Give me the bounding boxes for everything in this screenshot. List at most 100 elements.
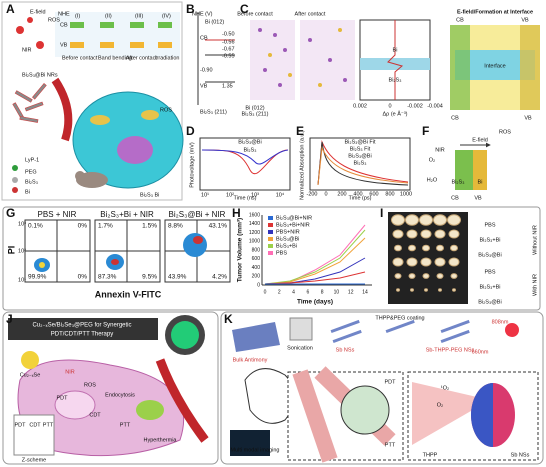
frame-k	[220, 311, 544, 465]
text-label: VB	[474, 195, 482, 201]
axis-title: Tumor Volume (mm³)	[237, 218, 244, 282]
panel-letter: B	[186, 2, 195, 16]
text-label: O₂	[437, 402, 443, 408]
text-label: Bi₂S₃ Bi	[140, 192, 159, 198]
text-label: PEG	[25, 169, 37, 175]
frame-j	[2, 311, 219, 465]
text-label: VB	[60, 42, 68, 48]
tumor	[422, 244, 430, 252]
tumor	[420, 229, 432, 239]
text-label: After contact	[295, 11, 326, 17]
text-label: Bulk Antimony	[233, 357, 268, 363]
text-label: CB	[200, 35, 208, 41]
y-tick-label: 1400	[249, 221, 260, 227]
legend-swatch	[268, 216, 273, 220]
text-label: NIR	[435, 147, 445, 153]
panel-letter: F	[422, 124, 429, 138]
text-label: 660nm	[472, 349, 489, 355]
tumor	[436, 244, 444, 252]
text-label: E-field	[30, 9, 46, 15]
text-label: ¹O₂	[441, 385, 449, 391]
quadrant-percent: 0%	[78, 223, 88, 230]
tumor	[394, 244, 402, 252]
text-label: Bi	[393, 47, 398, 53]
text-label: Bi₂S₃ (211)	[200, 109, 227, 115]
text-label: Irradiation	[155, 55, 179, 61]
text-label: Bi₂S₃+Bi	[479, 284, 500, 290]
tumor	[450, 273, 458, 279]
text-label: Bi (012)	[245, 105, 264, 111]
text-label: CDT	[29, 422, 41, 428]
text-label: CB	[451, 195, 459, 201]
x-tick-label: 2	[278, 289, 281, 295]
text-label: VB	[200, 83, 208, 89]
text-label: 10²	[18, 248, 26, 254]
text-label: NIR	[65, 369, 75, 375]
text-label: Annexin V-FITC	[95, 289, 162, 299]
text-label: -0.50	[222, 31, 235, 37]
y-tick-label: 400	[252, 265, 261, 271]
tumor	[422, 273, 430, 279]
quadrant-percent: 0%	[78, 274, 88, 281]
text-label: Bi₂S₃@Bi	[348, 153, 371, 159]
text-label: Band bending	[98, 55, 132, 61]
text-label: 1000	[400, 191, 412, 197]
text-label: -0.004	[427, 103, 443, 109]
text-label: PTT	[120, 422, 131, 428]
tumor	[436, 273, 444, 279]
legend-swatch	[268, 230, 273, 234]
tumor	[405, 214, 419, 226]
quadrant-percent: 43.9%	[168, 274, 187, 281]
y-tick-label: 0	[257, 282, 260, 288]
text-label: 10³	[251, 192, 259, 198]
text-label: After contact	[126, 55, 157, 61]
text-label: Multi modal imaging	[231, 447, 280, 453]
text-label: (IV)	[162, 13, 171, 19]
text-label: Time (ps)	[348, 195, 371, 201]
tumor	[396, 288, 400, 292]
text-label: 600	[369, 191, 378, 197]
text-label: -0.55	[222, 53, 235, 59]
y-tick-label: 1000	[249, 239, 260, 245]
x-tick-label: 0	[264, 289, 267, 295]
text-label: Bi₂S₃+Bi + NIR	[100, 210, 154, 219]
y-tick-label: 600	[252, 256, 261, 262]
x-tick-label: 12	[348, 289, 354, 295]
text-label: (I)	[75, 13, 80, 19]
text-label: -0.67	[222, 46, 235, 52]
text-label: Before contact	[237, 11, 273, 17]
legend-entry: Bi₂S₃+Bi+NIR	[276, 222, 310, 228]
text-label: Cu₂₋ₓSe/Bi₂Se₃@PEG for Synergetic	[32, 323, 131, 329]
text-label: 400	[353, 191, 362, 197]
frame-a	[1, 1, 183, 201]
tumor	[434, 257, 446, 267]
text-label: CB	[451, 115, 459, 121]
x-tick-label: 10	[334, 289, 340, 295]
quadrant-percent: 8.8%	[168, 223, 183, 230]
y-tick-label: 200	[252, 274, 261, 280]
text-label: CDT	[89, 412, 101, 418]
text-label: 10³	[18, 221, 26, 227]
text-label: Time (ns)	[233, 195, 256, 201]
text-label: -0.56	[222, 39, 235, 45]
text-label: ROS	[499, 129, 511, 135]
text-label: VB	[524, 115, 532, 121]
text-label: Sb-THPP-PEG NSs	[426, 347, 475, 353]
tumor	[424, 288, 428, 292]
text-label: Interface	[484, 63, 505, 69]
panel-i-art	[388, 212, 468, 304]
panel-letter: E	[296, 124, 304, 138]
tumor	[394, 273, 402, 279]
text-label: Δρ (e Å⁻³)	[383, 110, 408, 117]
quadrant-percent: 1.7%	[98, 223, 113, 230]
panel-letter: A	[6, 2, 15, 16]
text-label: Sonication	[287, 345, 313, 351]
panel-letter: G	[6, 206, 15, 220]
text-label: Bi₂S₃@Bi	[478, 252, 501, 258]
tumor	[419, 214, 433, 226]
text-label: Normalized Absorption (a.u.)	[299, 130, 305, 200]
text-label: H₂O	[427, 177, 438, 183]
tumor	[434, 229, 446, 239]
text-label: CB	[60, 22, 68, 28]
x-tick-label: 4	[292, 289, 295, 295]
